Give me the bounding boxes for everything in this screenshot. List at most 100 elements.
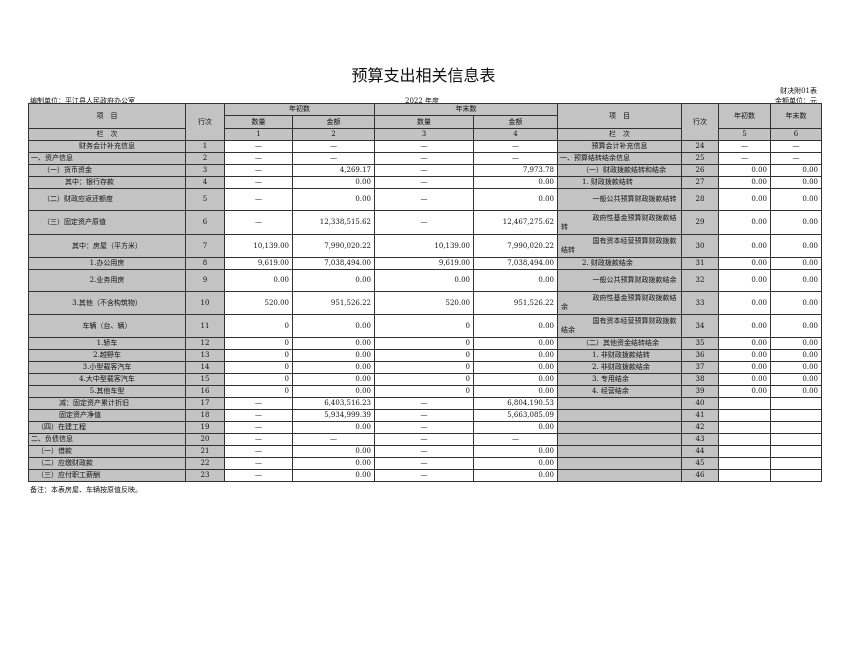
row-line-number: 11 [185, 314, 225, 338]
row-value: 0.00 [292, 361, 375, 374]
row-value: 0 [374, 373, 474, 386]
row-line-number-right: 39 [681, 385, 719, 398]
table-row: （一）借款 21—0.00—0.00 44 [28, 445, 822, 458]
row-item-label-right: 1. 非财政拨款结转 [557, 349, 682, 362]
row-value: 0 [374, 337, 474, 350]
row-line-number: 3 [185, 164, 225, 177]
row-value: — [224, 445, 293, 458]
col-num: 1 [224, 128, 293, 141]
table-row: （二）财政应返还额度 5—0.00—0.00 一般公共预算财政拨款结转 28 0.00 0… [28, 188, 822, 211]
table-row: （一）货币资金 3—4,269.17—7,973.78 （一）财政拨款结转和结余 26… [28, 164, 822, 177]
row-item-label-right: （二）其他资金结转结余 [557, 337, 682, 350]
table-row: 财务会计补充信息 1— — — — 预算会计补充信息 24— — [28, 140, 822, 153]
table-row: 1.办公用房 8 9,619.00 7,038,494.00 9,619.00 7,038… [28, 257, 822, 270]
row-value: 10,139.00 [224, 234, 293, 258]
row-value-right [770, 433, 822, 446]
row-value-right: 0.00 [718, 291, 771, 315]
row-item-label: 二、负债信息 [28, 433, 186, 446]
row-value-right: — [770, 140, 822, 153]
row-value: 0 [224, 361, 293, 374]
row-value-right: 0.00 [770, 176, 822, 189]
table-row: 其中：银行存款 4—0.00—0.00 1. 财政拨款结转 27 0.00 0.00 [28, 176, 822, 189]
row-value-right: 0.00 [770, 361, 822, 374]
row-value-right: 0.00 [770, 164, 822, 177]
row-line-number-right: 24 [681, 140, 719, 153]
row-value: — [374, 397, 474, 410]
row-value-right: 0.00 [718, 349, 771, 362]
row-value-right [770, 409, 822, 422]
header-right-line: 行次 [681, 103, 719, 141]
row-item-label-right: 国有资本经营预算财政拨款结转 [557, 234, 682, 258]
row-value: 12,338,515.62 [292, 210, 375, 235]
row-value: 520.00 [224, 291, 293, 315]
row-line-number: 22 [185, 457, 225, 470]
row-value: — [224, 152, 293, 165]
table-row: 二、负债信息 20— — — —43 [28, 433, 822, 446]
row-value: 0.00 [473, 269, 558, 292]
row-value-right: 0.00 [770, 385, 822, 398]
row-value-right [770, 397, 822, 410]
row-value-right [718, 469, 771, 482]
row-line-number-right: 30 [681, 234, 719, 258]
row-line-number-right: 37 [681, 361, 719, 374]
row-value: 9,619.00 [374, 257, 474, 270]
row-value-right: 0.00 [718, 210, 771, 235]
row-item-label: （四）在建工程 [28, 421, 186, 434]
row-line-number: 8 [185, 257, 225, 270]
row-value-right: — [718, 140, 771, 153]
table-row: 2.越野车 13 0 0.00 0 0.00 1. 非财政拨款结转 36 0.00 0.00 [28, 349, 822, 362]
row-value-right [718, 457, 771, 470]
row-line-number: 18 [185, 409, 225, 422]
row-value-right: 0.00 [718, 188, 771, 211]
row-value: 0.00 [292, 445, 375, 458]
form-code: 财决附01表 [780, 87, 817, 95]
row-value-right [770, 469, 822, 482]
row-value: — [374, 409, 474, 422]
row-value-right: 0.00 [770, 210, 822, 235]
row-value: 0.00 [292, 469, 375, 482]
row-item-label: 减：固定资产累计折旧 [28, 397, 186, 410]
row-item-label: （二）应缴财政款 [28, 457, 186, 470]
row-item-label-right: 2. 非财政拨款结余 [557, 361, 682, 374]
row-line-number: 6 [185, 210, 225, 235]
row-value: 0.00 [473, 188, 558, 211]
row-value-right: 0.00 [770, 188, 822, 211]
row-value: — [374, 140, 474, 153]
row-value-right: 0.00 [770, 314, 822, 338]
row-item-label: （一）借款 [28, 445, 186, 458]
col-label: 栏 次 [28, 128, 186, 141]
row-item-label: 5.其他车型 [28, 385, 186, 398]
row-value: — [224, 176, 293, 189]
row-value: 0 [224, 373, 293, 386]
row-item-label-right [557, 397, 682, 410]
row-value: — [374, 445, 474, 458]
table-row: 3.小型载客汽车 14 0 0.00 0 0.00 2. 非财政拨款结余 37 0.00 0.00 [28, 361, 822, 374]
row-item-label: （三）应付职工薪酬 [28, 469, 186, 482]
row-value-right [718, 433, 771, 446]
row-value: 951,526.22 [292, 291, 375, 315]
row-item-label: 车辆（台、辆） [28, 314, 186, 338]
row-item-label-right [557, 421, 682, 434]
row-line-number: 2 [185, 152, 225, 165]
row-value: 0.00 [473, 421, 558, 434]
row-item-label-right [557, 433, 682, 446]
table-row: 固定资产净值 18—5,934,999.39—5,663,085.09 41 [28, 409, 822, 422]
col-num: 5 [718, 128, 771, 141]
table-row: 2.业务用房 9 0.00 0.00 0.00 0.00 一般公共预算财政拨款结余 32 0.0… [28, 269, 822, 292]
row-value-right: 0.00 [718, 234, 771, 258]
row-value: 12,467,275.62 [473, 210, 558, 235]
row-value: 0 [374, 361, 474, 374]
row-value: — [374, 457, 474, 470]
row-value-right [770, 445, 822, 458]
row-value: — [374, 210, 474, 235]
row-value: 0.00 [473, 314, 558, 338]
row-line-number-right: 46 [681, 469, 719, 482]
col-num: 6 [770, 128, 822, 141]
header-right-item: 项 目 [557, 103, 682, 129]
row-line-number: 23 [185, 469, 225, 482]
row-value-right: 0.00 [718, 361, 771, 374]
row-line-number: 19 [185, 421, 225, 434]
row-item-label: 1.办公用房 [28, 257, 186, 270]
row-value: — [224, 409, 293, 422]
row-value-right: 0.00 [770, 337, 822, 350]
